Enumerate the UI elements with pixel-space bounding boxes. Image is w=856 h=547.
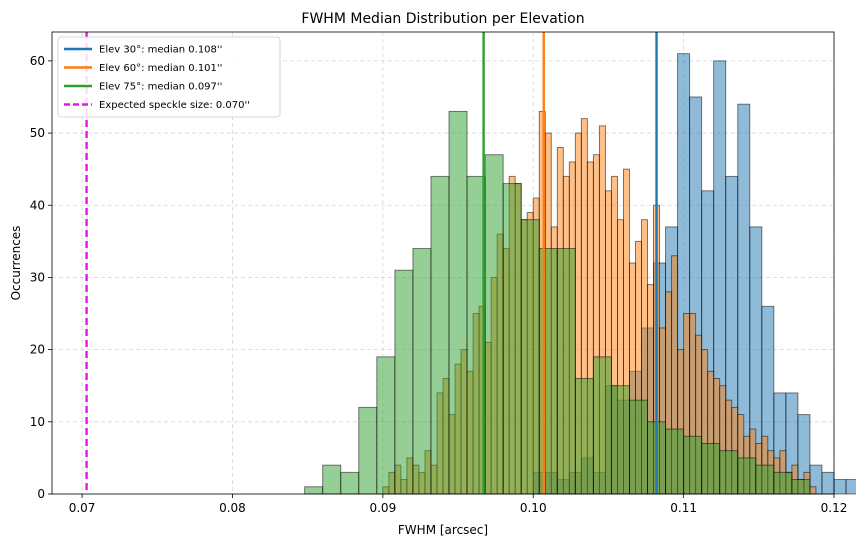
bar-series-2-bin-14 xyxy=(556,248,576,495)
bars xyxy=(304,53,856,495)
bar-series-1-bin-71 xyxy=(809,486,817,495)
legend-entry-2: Elev 75°: median 0.097'' xyxy=(99,82,222,93)
bar-series-2-bin-23 xyxy=(719,450,739,495)
bar-series-2-bin-9 xyxy=(466,175,486,495)
bar-series-2-bin-8 xyxy=(448,110,468,495)
y-tick-label-2: 20 xyxy=(30,343,45,357)
chart-title: FWHM Median Distribution per Elevation xyxy=(301,11,584,27)
y-tick-label-4: 40 xyxy=(30,198,45,212)
y-tick-label-6: 60 xyxy=(30,54,45,68)
bar-series-2-bin-26 xyxy=(773,471,793,495)
bar-series-2-bin-12 xyxy=(520,219,540,495)
bar-series-2-bin-27 xyxy=(791,479,811,495)
bar-series-2-bin-2 xyxy=(340,471,360,495)
y-tick-label-3: 30 xyxy=(30,270,45,284)
bar-series-2-bin-22 xyxy=(701,443,721,495)
bar-series-2-bin-17 xyxy=(610,385,630,495)
bar-series-2-bin-13 xyxy=(538,248,558,495)
bar-series-2-bin-0 xyxy=(304,486,324,495)
y-tick-label-1: 10 xyxy=(30,415,45,429)
legend: Elev 30°: median 0.108'' Elev 60°: median… xyxy=(57,36,281,118)
x-tick-label-1: 0.08 xyxy=(219,501,246,515)
y-axis-label: Occurrences xyxy=(9,226,23,301)
x-tick-label-0: 0.07 xyxy=(69,501,96,515)
y-tick-label-0: 0 xyxy=(37,487,45,501)
series-2-bars xyxy=(304,110,811,495)
bar-series-2-bin-18 xyxy=(629,399,648,495)
bar-series-2-bin-10 xyxy=(484,154,504,495)
bar-series-2-bin-6 xyxy=(412,248,432,495)
bar-series-2-bin-25 xyxy=(755,464,775,495)
bar-series-2-bin-7 xyxy=(430,175,450,495)
bar-series-2-bin-4 xyxy=(376,356,396,495)
bar-series-2-bin-16 xyxy=(592,356,612,495)
x-axis-label: FWHM [arcsec] xyxy=(398,523,488,537)
legend-entry-1: Elev 60°: median 0.101'' xyxy=(99,63,222,74)
axis-ticks: 0.07 0.08 0.09 0.10 0.11 0.12 0 10 20 30 40 50 60 xyxy=(30,54,848,515)
bar-series-0-bin-25 xyxy=(833,479,847,495)
y-tick-label-5: 50 xyxy=(30,126,45,140)
legend-entry-3: Expected speckle size: 0.070'' xyxy=(99,100,250,111)
bar-series-2-bin-20 xyxy=(665,428,685,495)
bar-series-2-bin-21 xyxy=(683,435,703,495)
bar-series-2-bin-3 xyxy=(358,406,378,495)
bar-series-2-bin-1 xyxy=(322,464,342,495)
bar-series-0-bin-26 xyxy=(845,479,856,495)
x-tick-label-4: 0.11 xyxy=(670,501,697,515)
legend-box xyxy=(57,36,281,118)
bar-series-2-bin-15 xyxy=(574,378,594,495)
x-tick-label-3: 0.10 xyxy=(520,501,547,515)
legend-entry-0: Elev 30°: median 0.108'' xyxy=(99,45,222,56)
x-tick-label-5: 0.12 xyxy=(821,501,848,515)
x-tick-label-2: 0.09 xyxy=(369,501,396,515)
bar-series-2-bin-11 xyxy=(502,183,522,495)
bar-series-2-bin-24 xyxy=(737,457,757,495)
reference-lines xyxy=(85,32,658,494)
bar-series-0-bin-24 xyxy=(821,471,835,495)
bar-series-2-bin-5 xyxy=(394,269,414,495)
plot-area-frame xyxy=(51,31,835,495)
